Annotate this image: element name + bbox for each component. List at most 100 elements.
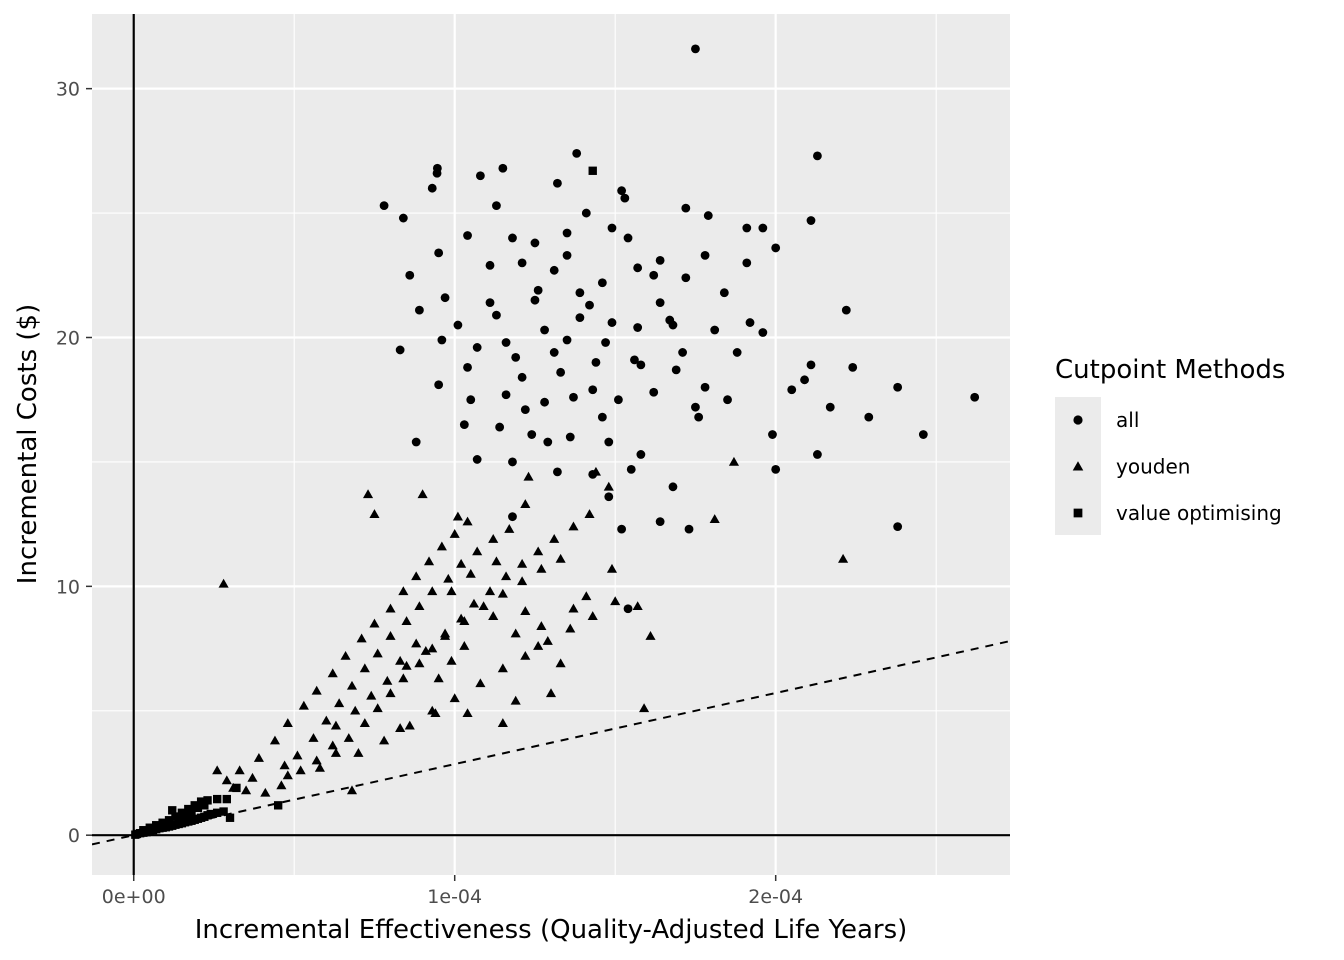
point-circle bbox=[681, 203, 691, 213]
point-triangle bbox=[411, 638, 422, 648]
point-triangle bbox=[369, 618, 380, 628]
point-triangle bbox=[314, 762, 325, 772]
point-circle bbox=[459, 420, 469, 429]
point-triangle bbox=[465, 568, 476, 578]
point-triangle bbox=[427, 705, 438, 715]
point-triangle bbox=[362, 489, 374, 499]
point-circle bbox=[508, 457, 517, 467]
point-circle bbox=[530, 238, 540, 248]
point-triangle bbox=[404, 720, 415, 730]
x-axis-ticks: 0e+00 1e-04 2e-04 bbox=[102, 875, 803, 908]
point-circle bbox=[825, 402, 835, 412]
point-circle bbox=[636, 360, 646, 370]
point-circle bbox=[604, 437, 614, 447]
point-circle bbox=[501, 390, 511, 400]
point-triangle bbox=[276, 780, 287, 790]
x-axis-title: Incremental Effectiveness (Quality-Adjus… bbox=[195, 915, 908, 945]
point-triangle bbox=[520, 499, 531, 509]
point-triangle bbox=[269, 735, 281, 745]
point-triangle bbox=[427, 586, 438, 596]
legend-key-triangle bbox=[1072, 461, 1084, 471]
point-circle bbox=[617, 186, 627, 196]
point-triangle bbox=[568, 603, 579, 613]
point-circle bbox=[588, 385, 598, 395]
point-circle bbox=[405, 270, 415, 280]
point-circle bbox=[668, 482, 678, 492]
point-circle bbox=[562, 228, 572, 238]
point-circle bbox=[633, 323, 643, 332]
point-square bbox=[200, 801, 209, 810]
point-circle bbox=[691, 402, 700, 412]
point-circle bbox=[841, 305, 851, 315]
point-circle bbox=[848, 362, 858, 372]
series-all bbox=[379, 44, 980, 614]
point-circle bbox=[440, 293, 450, 303]
point-triangle bbox=[462, 516, 473, 526]
point-circle bbox=[800, 375, 809, 385]
point-triangle bbox=[398, 673, 409, 683]
point-circle bbox=[553, 178, 562, 188]
x-tick-label: 1e-04 bbox=[427, 886, 482, 908]
point-square bbox=[164, 816, 174, 825]
point-circle bbox=[463, 231, 472, 240]
point-triangle bbox=[549, 534, 560, 543]
point-circle bbox=[485, 298, 495, 308]
point-triangle bbox=[497, 718, 508, 728]
point-triangle bbox=[279, 760, 290, 770]
point-circle bbox=[601, 338, 610, 347]
point-square bbox=[213, 794, 222, 804]
point-circle bbox=[893, 522, 903, 532]
point-triangle bbox=[247, 772, 258, 782]
point-triangle bbox=[491, 556, 502, 566]
point-triangle bbox=[533, 641, 544, 650]
point-circle bbox=[893, 382, 903, 392]
point-circle bbox=[768, 430, 777, 439]
point-circle bbox=[432, 168, 442, 178]
point-circle bbox=[508, 512, 517, 522]
point-triangle bbox=[459, 641, 470, 650]
point-triangle bbox=[568, 521, 579, 531]
point-triangle bbox=[610, 596, 621, 606]
point-circle bbox=[463, 362, 472, 372]
point-circle bbox=[597, 412, 607, 422]
point-circle bbox=[671, 365, 681, 375]
point-circle bbox=[694, 412, 704, 422]
point-circle bbox=[771, 243, 781, 253]
point-circle bbox=[398, 213, 408, 223]
point-triangle bbox=[510, 628, 521, 638]
point-triangle bbox=[292, 750, 303, 760]
point-circle bbox=[581, 208, 591, 218]
point-triangle bbox=[517, 576, 528, 586]
point-circle bbox=[511, 353, 521, 362]
point-circle bbox=[553, 467, 562, 477]
point-triangle bbox=[321, 715, 332, 725]
point-triangle bbox=[221, 775, 232, 785]
legend-label: youden bbox=[1116, 455, 1190, 479]
minor-gridlines bbox=[92, 14, 1010, 875]
point-triangle bbox=[545, 688, 557, 698]
point-triangle bbox=[327, 740, 338, 750]
point-square bbox=[193, 803, 203, 812]
point-circle bbox=[723, 395, 732, 405]
point-triangle bbox=[401, 616, 412, 625]
point-circle bbox=[556, 367, 566, 377]
point-circle bbox=[434, 380, 444, 390]
point-triangle bbox=[353, 748, 364, 757]
point-square bbox=[232, 783, 241, 793]
point-circle bbox=[813, 450, 822, 459]
point-circle bbox=[527, 430, 537, 439]
point-circle bbox=[495, 422, 505, 432]
point-circle bbox=[501, 338, 511, 347]
point-triangle bbox=[488, 534, 499, 543]
point-triangle bbox=[472, 546, 483, 556]
point-triangle bbox=[446, 655, 457, 665]
point-triangle bbox=[395, 723, 406, 732]
point-triangle bbox=[709, 514, 720, 523]
point-square bbox=[222, 794, 231, 804]
legend-key-circle bbox=[1073, 415, 1083, 425]
point-circle bbox=[569, 392, 578, 402]
point-square bbox=[168, 806, 177, 815]
point-triangle bbox=[468, 598, 480, 608]
point-triangle bbox=[510, 695, 521, 705]
